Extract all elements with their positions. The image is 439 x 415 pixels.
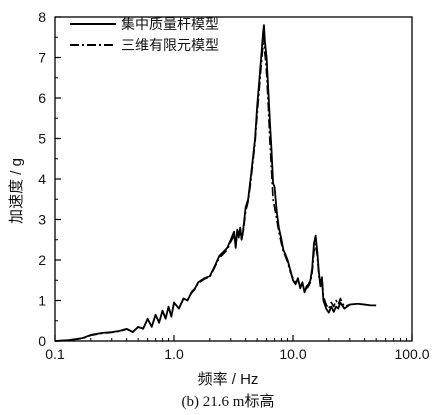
series-line-3d-fem: [54, 36, 351, 342]
legend: 集中质量杆模型 三维有限元模型: [70, 16, 219, 54]
series-line-lumped-mass: [54, 24, 377, 342]
y-tick-label: 7: [38, 50, 46, 66]
x-tick-label: 100.0: [394, 346, 429, 362]
x-tick-label: 10.0: [279, 346, 306, 362]
y-tick-label: 2: [38, 252, 46, 268]
x-tick-label: 0.1: [45, 346, 65, 362]
x-tick-label: 1.0: [164, 346, 184, 362]
y-axis-label: 加速度 / g: [8, 158, 25, 224]
plot-frame: [54, 16, 413, 342]
y-tick-label: 0: [38, 333, 46, 349]
ticks: 0.1 1.0 10.0 100.0 0 1 2 3 4 5 6 7 8: [38, 9, 430, 362]
legend-entry-3d-fem: 三维有限元模型: [121, 38, 219, 54]
y-tick-label: 8: [38, 9, 46, 25]
x-axis-label: 频率 / Hz: [198, 371, 259, 388]
series-group: [54, 24, 377, 342]
figure-caption: (b) 21.6 m标高: [182, 393, 275, 410]
y-tick-label: 3: [38, 212, 46, 228]
y-tick-label: 4: [38, 171, 46, 187]
y-tick-label: 6: [38, 90, 46, 106]
y-tick-label: 1: [38, 293, 46, 309]
y-tick-label: 5: [38, 131, 46, 147]
legend-entry-lumped-mass: 集中质量杆模型: [121, 16, 219, 33]
axes: [54, 16, 413, 342]
